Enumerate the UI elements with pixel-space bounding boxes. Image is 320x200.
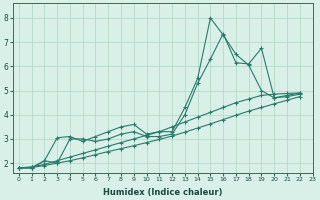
X-axis label: Humidex (Indice chaleur): Humidex (Indice chaleur) (103, 188, 222, 197)
